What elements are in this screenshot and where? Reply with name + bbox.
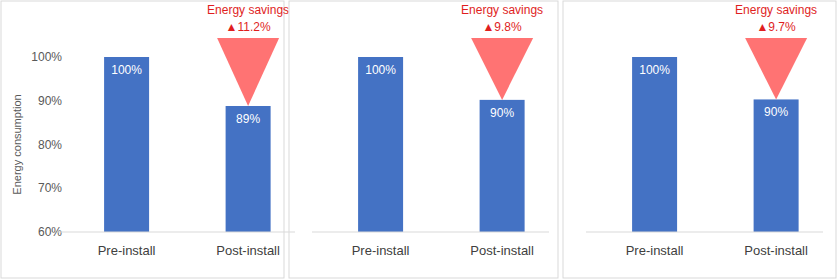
annotation: ▲9.7% bbox=[756, 20, 796, 34]
y-axis-label: Energy consumption bbox=[11, 94, 23, 194]
x-tick-label: Post-install bbox=[216, 243, 280, 258]
annotation: Energy savings bbox=[735, 3, 817, 17]
x-tick-label: Pre-install bbox=[626, 243, 684, 258]
x-axis-line bbox=[58, 232, 295, 233]
data-label: 100% bbox=[639, 63, 670, 77]
data-label: 100% bbox=[111, 63, 142, 77]
annotation: ▲9.8% bbox=[482, 20, 522, 34]
y-tick-label: 100% bbox=[31, 50, 62, 64]
bar bbox=[104, 57, 149, 232]
data-label: 89% bbox=[236, 112, 260, 126]
data-label: 90% bbox=[490, 106, 514, 120]
y-tick-label: 90% bbox=[38, 94, 62, 108]
x-tick-label: Pre-install bbox=[98, 243, 156, 258]
savings-arrow bbox=[217, 38, 279, 106]
bar bbox=[754, 99, 799, 232]
panel-frame bbox=[563, 1, 836, 278]
annotation: ▲11.2% bbox=[226, 20, 271, 34]
annotation: Energy savings bbox=[461, 3, 543, 17]
x-axis-line bbox=[586, 232, 823, 233]
savings-arrow bbox=[745, 38, 807, 99]
chart-root: 60%70%80%90%100%Energy consumption100%89… bbox=[0, 0, 838, 280]
bar bbox=[632, 57, 677, 232]
bar bbox=[480, 100, 525, 232]
y-tick-label: 80% bbox=[38, 138, 62, 152]
data-label: 100% bbox=[365, 63, 396, 77]
x-tick-label: Post-install bbox=[470, 243, 534, 258]
data-label: 90% bbox=[764, 105, 788, 119]
panel-frame bbox=[289, 1, 558, 278]
x-tick-label: Post-install bbox=[744, 243, 808, 258]
x-tick-label: Pre-install bbox=[352, 243, 410, 258]
bar bbox=[358, 57, 403, 232]
savings-arrow bbox=[471, 38, 533, 100]
x-axis-line bbox=[312, 232, 549, 233]
bar bbox=[226, 106, 271, 232]
annotation: Energy savings bbox=[207, 3, 289, 17]
y-tick-label: 70% bbox=[38, 181, 62, 195]
panel-frame bbox=[1, 1, 284, 278]
